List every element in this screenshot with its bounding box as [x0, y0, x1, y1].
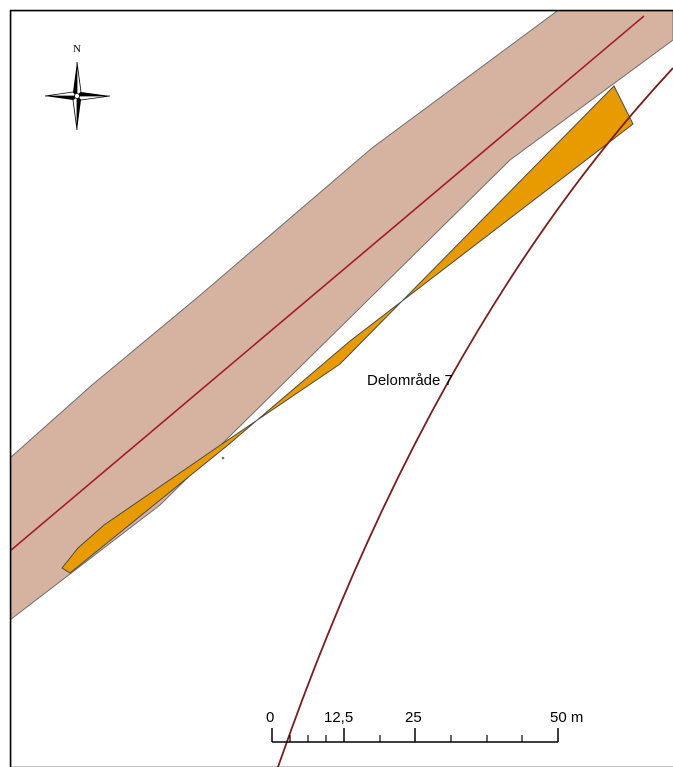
scale-label-25: 25	[405, 709, 422, 726]
orange-subarea	[61, 85, 634, 574]
compass-rose-icon: N	[44, 43, 111, 131]
rail-line	[277, 67, 673, 767]
area-label: Delområde 7	[367, 372, 453, 389]
scale-label-50: 50 m	[550, 709, 583, 726]
north-label: N	[73, 43, 81, 55]
road-centerline	[9, 15, 645, 552]
scale-label-12-5: 12,5	[324, 709, 353, 726]
scale-bar: 0 12,5 25 50 m	[266, 709, 583, 743]
road-corridor	[9, 0, 673, 622]
scale-label-0: 0	[266, 709, 274, 726]
survey-point	[221, 456, 225, 460]
